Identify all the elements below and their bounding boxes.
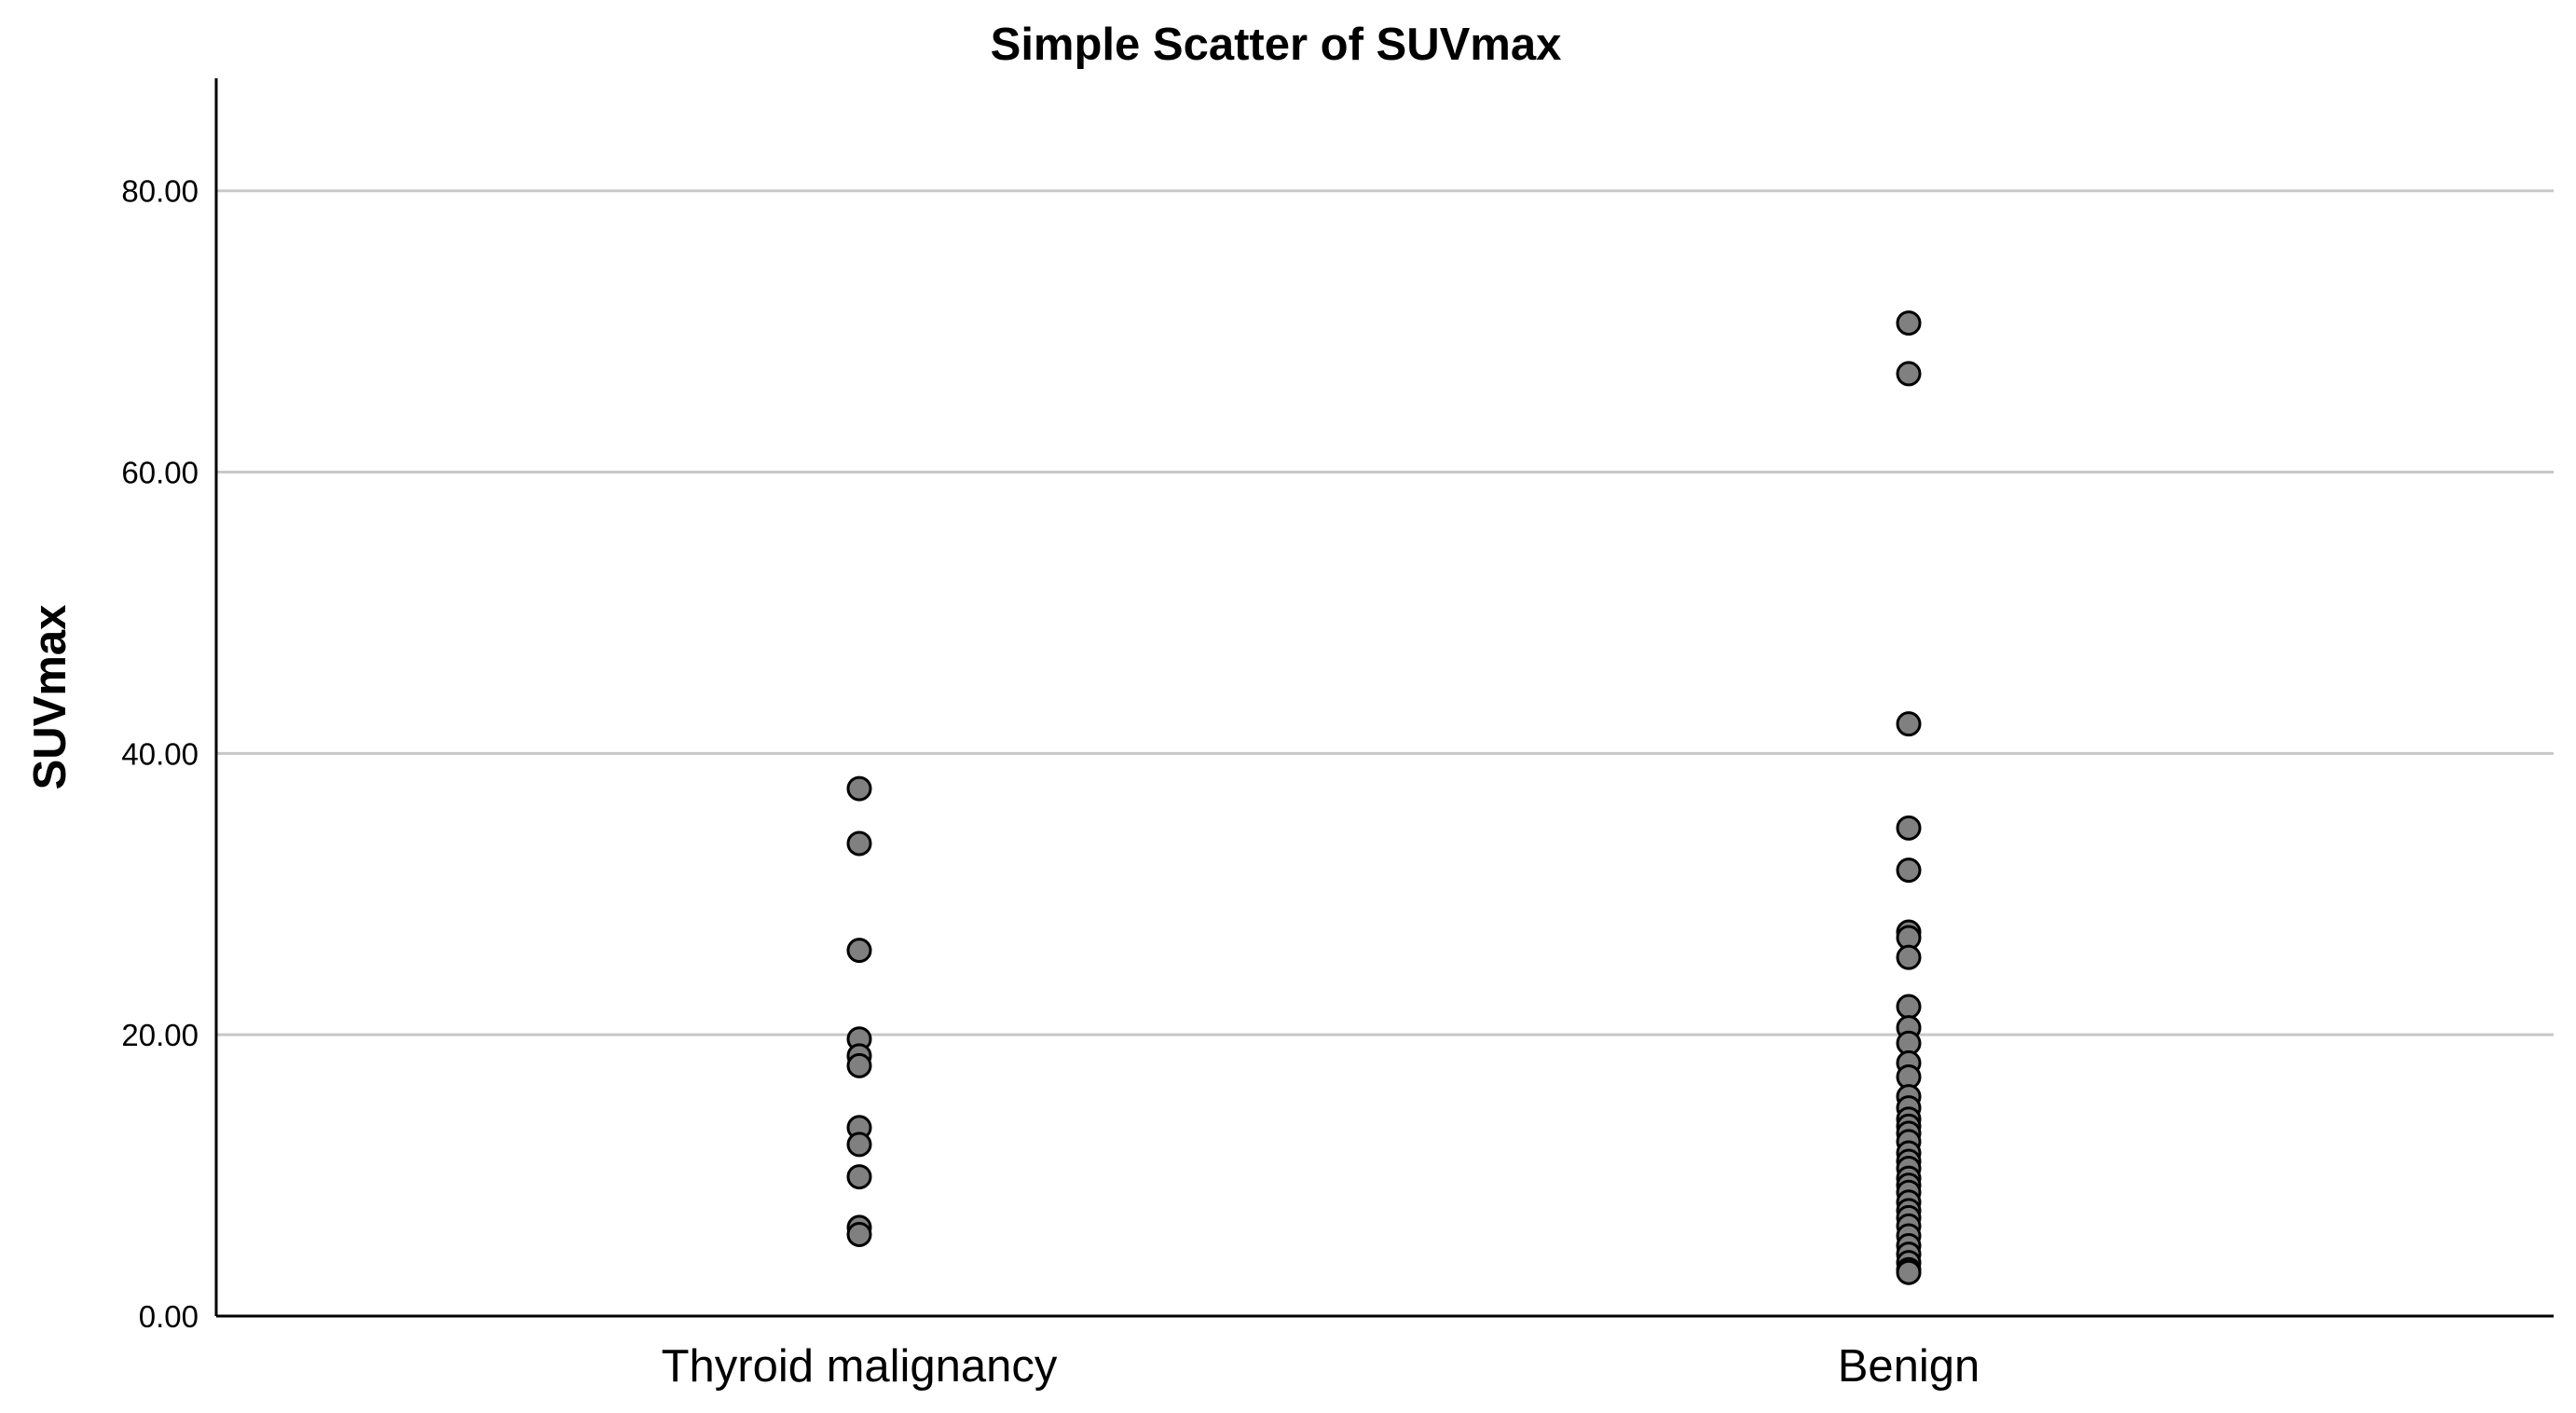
y-tick-label: 60.00 — [121, 456, 199, 490]
x-tick-label: Benign — [1838, 1341, 1980, 1392]
data-point — [846, 775, 872, 802]
x-tick-label: Thyroid malignancy — [662, 1341, 1058, 1392]
data-point — [1896, 711, 1922, 737]
x-tick-labels: Thyroid malignancy Benign — [662, 1341, 1980, 1392]
y-tick-label: 0.00 — [139, 1299, 199, 1334]
data-point — [846, 1221, 872, 1247]
y-tick-label: 20.00 — [121, 1018, 199, 1052]
data-point — [846, 938, 872, 964]
y-axis-title: SUVmax — [25, 605, 75, 790]
data-point — [1896, 310, 1922, 336]
chart-title: Simple Scatter of SUVmax — [991, 20, 1562, 70]
data-points — [846, 310, 1922, 1285]
data-point — [846, 1164, 872, 1190]
y-tick-label: 80.00 — [121, 174, 199, 209]
data-point — [1896, 944, 1922, 970]
data-point — [846, 830, 872, 857]
axes — [214, 78, 2554, 1318]
data-point — [1896, 361, 1922, 387]
y-tick-labels: 0.00 20.00 40.00 60.00 80.00 — [121, 174, 199, 1334]
gridlines — [216, 189, 2554, 1036]
data-point — [846, 1052, 872, 1078]
data-point — [1896, 857, 1922, 884]
data-point — [1896, 815, 1922, 841]
data-point — [1896, 994, 1922, 1020]
y-tick-label: 40.00 — [121, 736, 199, 771]
data-point — [1896, 1259, 1922, 1285]
data-point — [846, 1132, 872, 1158]
